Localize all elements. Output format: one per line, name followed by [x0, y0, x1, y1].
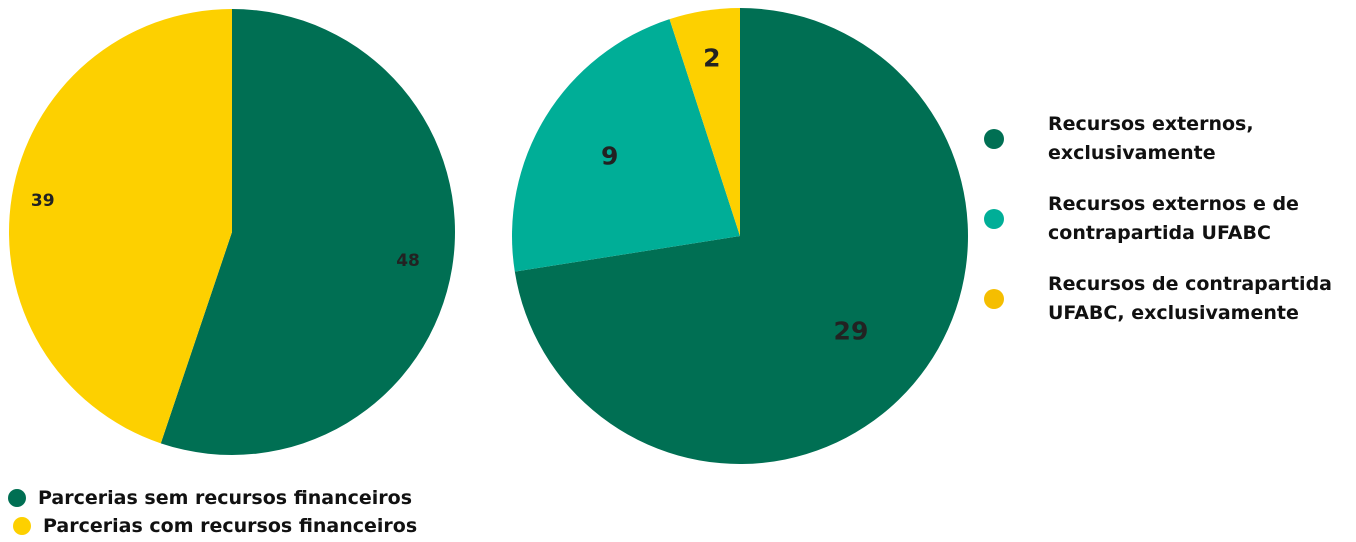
legend-dot	[13, 517, 31, 535]
legend-label: Recursos externos, exclusivamente	[1048, 113, 1254, 164]
pie-chart-partnerships: 48 39	[8, 9, 455, 455]
pie-slice	[8, 9, 233, 444]
pie-slice	[514, 8, 968, 465]
legend-dot	[984, 289, 1004, 309]
pie-slice	[512, 19, 740, 272]
legend-right: Recursos externos, exclusivamente Recurs…	[984, 110, 1354, 350]
slice-label: 48	[396, 251, 420, 271]
legend-dot	[8, 489, 26, 507]
slice-label: 29	[834, 316, 869, 345]
legend-bottom: Parcerias sem recursos financeiros Parce…	[8, 484, 417, 540]
slice-label: 39	[31, 191, 55, 211]
legend-item: Recursos de contrapartida UFABC, exclusi…	[984, 270, 1354, 328]
legend-label: Recursos externos e de contrapartida UFA…	[1048, 193, 1299, 244]
legend-item: Recursos externos, exclusivamente	[984, 110, 1354, 168]
pie-slice	[160, 9, 455, 455]
pie-slice	[669, 7, 740, 236]
pie-chart-resources: 29 9 2	[512, 7, 968, 465]
legend-item: Parcerias sem recursos financeiros	[8, 484, 417, 512]
legend-dot	[984, 209, 1004, 229]
slice-label: 2	[703, 44, 720, 73]
legend-dot	[984, 129, 1004, 149]
slice-label: 9	[601, 142, 618, 171]
legend-label: Parcerias sem recursos financeiros	[38, 487, 413, 509]
legend-label: Parcerias com recursos financeiros	[43, 515, 418, 537]
legend-item: Parcerias com recursos financeiros	[13, 512, 417, 540]
legend-label: Recursos de contrapartida UFABC, exclusi…	[1048, 273, 1332, 324]
legend-item: Recursos externos e de contrapartida UFA…	[984, 190, 1354, 248]
